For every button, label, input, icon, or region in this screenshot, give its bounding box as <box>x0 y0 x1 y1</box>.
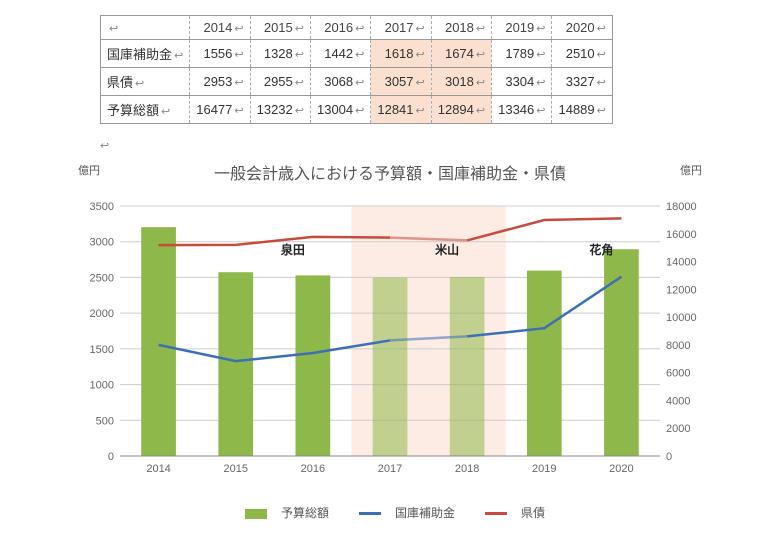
row-label: 県債↩ <box>101 68 190 96</box>
cell: 1556↩ <box>190 40 250 68</box>
x-tick: 2019 <box>532 463 556 475</box>
cell: 2955↩ <box>250 68 310 96</box>
cell: 13232↩ <box>250 96 310 124</box>
legend-label: 県債 <box>521 506 545 520</box>
bar <box>141 227 176 456</box>
chart-svg: 0 500 1000 1500 2000 2500 3000 3500 0 2000 4000 600… <box>70 186 710 486</box>
bar <box>604 249 639 456</box>
left-tick: 1000 <box>90 380 114 392</box>
annotation: 花角 <box>589 242 613 257</box>
legend-item: 予算総額 <box>245 506 339 520</box>
annotation: 泉田 <box>281 242 305 257</box>
bar <box>296 275 331 456</box>
x-tick: 2017 <box>378 463 402 475</box>
x-tick: 2020 <box>609 463 633 475</box>
cell: 3057↩ <box>371 68 431 96</box>
right-tick: 12000 <box>666 284 697 296</box>
year-header: 2017↩ <box>371 16 431 40</box>
right-tick: 0 <box>666 451 672 463</box>
cell: 14889↩ <box>552 96 612 124</box>
legend-label: 国庫補助金 <box>395 506 455 520</box>
year-header: 2020↩ <box>552 16 612 40</box>
x-tick: 2018 <box>455 463 479 475</box>
left-tick: 3000 <box>90 237 114 249</box>
cell: 3068↩ <box>310 68 370 96</box>
paragraph-mark: ↩ <box>100 139 780 152</box>
right-tick: 4000 <box>666 395 690 407</box>
cell: 3327↩ <box>552 68 612 96</box>
year-header: 2015↩ <box>250 16 310 40</box>
cell: 2510↩ <box>552 40 612 68</box>
annotation: 米山 <box>435 242 459 257</box>
right-tick: 14000 <box>666 257 697 269</box>
year-header: 2018↩ <box>431 16 491 40</box>
cell: 3304↩ <box>492 68 552 96</box>
table-row: 予算総額↩16477↩13232↩13004↩12841↩12894↩13346… <box>101 96 613 124</box>
cell: 1618↩ <box>371 40 431 68</box>
legend-item: 国庫補助金 <box>359 506 465 520</box>
bar <box>218 272 253 456</box>
bar <box>373 278 408 456</box>
data-table: ↩2014↩2015↩2016↩2017↩2018↩2019↩2020↩ 国庫補… <box>100 15 613 124</box>
x-tick: 2015 <box>223 463 247 475</box>
left-tick: 1500 <box>90 344 114 356</box>
year-header: 2014↩ <box>190 16 250 40</box>
left-axis-unit: 億円 <box>78 162 100 178</box>
right-tick: 10000 <box>666 312 697 324</box>
cell: 16477↩ <box>190 96 250 124</box>
year-header: 2016↩ <box>310 16 370 40</box>
table-row: 国庫補助金↩1556↩1328↩1442↩1618↩1674↩1789↩2510… <box>101 40 613 68</box>
left-tick: 2000 <box>90 308 114 320</box>
table-row: 県債↩2953↩2955↩3068↩3057↩3018↩3304↩3327↩ <box>101 68 613 96</box>
bar <box>527 271 562 456</box>
right-tick: 8000 <box>666 340 690 352</box>
legend-item: 県債 <box>485 506 555 520</box>
cell: 1442↩ <box>310 40 370 68</box>
legend: 予算総額 国庫補助金 県債 <box>10 504 780 521</box>
right-tick: 2000 <box>666 423 690 435</box>
cell: 12841↩ <box>371 96 431 124</box>
right-tick: 18000 <box>666 201 697 213</box>
header-row: ↩2014↩2015↩2016↩2017↩2018↩2019↩2020↩ <box>101 16 613 40</box>
chart-container: 一般会計歳入における予算額・国庫補助金・県債 億円 億円 0 500 1000 150… <box>70 160 710 500</box>
right-tick: 16000 <box>666 229 697 241</box>
left-tick: 500 <box>96 415 114 427</box>
cell: 3018↩ <box>431 68 491 96</box>
cell: 12894↩ <box>431 96 491 124</box>
cell: 1328↩ <box>250 40 310 68</box>
cell: 13004↩ <box>310 96 370 124</box>
cell: 13346↩ <box>492 96 552 124</box>
row-label: 予算総額↩ <box>101 96 190 124</box>
left-tick: 0 <box>108 451 114 463</box>
left-tick: 3500 <box>90 201 114 213</box>
bar <box>450 277 485 456</box>
x-tick: 2016 <box>301 463 325 475</box>
chart-title: 一般会計歳入における予算額・国庫補助金・県債 <box>70 160 710 184</box>
cell: 1789↩ <box>492 40 552 68</box>
right-axis-unit: 億円 <box>680 162 702 178</box>
left-tick: 2500 <box>90 272 114 284</box>
right-tick: 6000 <box>666 368 690 380</box>
x-tick: 2014 <box>146 463 170 475</box>
year-header: 2019↩ <box>492 16 552 40</box>
cell: 1674↩ <box>431 40 491 68</box>
cell: 2953↩ <box>190 68 250 96</box>
legend-label: 予算総額 <box>281 506 329 520</box>
row-label: 国庫補助金↩ <box>101 40 190 68</box>
